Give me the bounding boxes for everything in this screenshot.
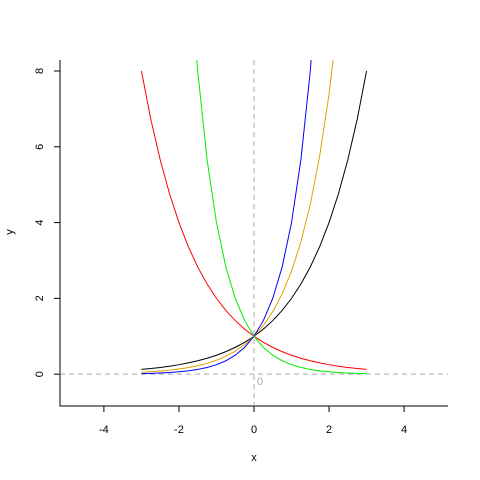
x-tick-label: -2	[174, 424, 184, 436]
annotation: 0	[257, 376, 263, 388]
x-tick-label: -4	[99, 424, 109, 436]
y-tick-label: 4	[34, 220, 46, 226]
x-tick-label: 2	[326, 424, 332, 436]
y-tick-label: 6	[34, 144, 46, 150]
x-tick-label: 0	[251, 424, 257, 436]
x-axis-label: x	[251, 452, 257, 464]
series-line	[196, 60, 367, 375]
y-tick-label: 2	[34, 295, 46, 301]
y-tick-label: 0	[34, 371, 46, 377]
y-axis-label: y	[4, 229, 16, 235]
axis-frame	[59, 60, 448, 407]
x-tick-label: 4	[401, 424, 407, 436]
y-tick-label: 8	[34, 68, 46, 74]
